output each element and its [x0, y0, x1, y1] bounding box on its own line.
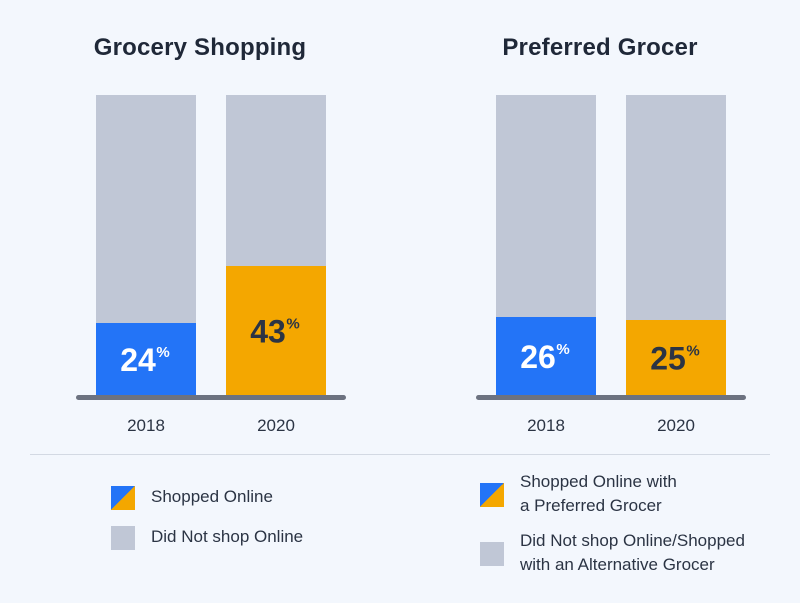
data-label-suffix-2020: % — [286, 316, 299, 333]
legend-swatch-preferred-grocer — [480, 483, 504, 507]
chart-title-preferred-grocer: Preferred Grocer — [502, 34, 698, 61]
legend-label-alternative-grocer-line2: with an Alternative Grocer — [520, 555, 715, 574]
bar-shopped-online-with-a-preferred-grocer-2018 — [496, 317, 596, 395]
preferred-grocer-chart: 26 % 2018 25 % 2020 — [476, 95, 746, 435]
legend-swatch-shopped-online — [111, 486, 135, 510]
x-tick-label-2020: 2020 — [657, 416, 695, 435]
chart-title-grocery-shopping: Grocery Shopping — [93, 34, 307, 61]
x-tick-label-2018: 2018 — [527, 416, 565, 435]
divider — [30, 454, 770, 455]
data-label-shopped-online-with-a-preferred-grocer-2018: 26 — [520, 339, 556, 375]
legend-label-preferred-grocer-line2: a Preferred Grocer — [520, 496, 662, 515]
data-label-shopped-online-2018: 24 — [120, 342, 156, 378]
legend-label-shopped-online: Shopped Online — [151, 487, 273, 506]
bar-shopped-online-2020 — [226, 266, 326, 395]
data-label-suffix-2018: % — [556, 341, 569, 358]
baseline — [76, 395, 346, 400]
baseline — [476, 395, 746, 400]
preferred-grocer-panel: Preferred Grocer 26% 2018 25% 2020 — [400, 0, 800, 450]
data-label-suffix-2020: % — [686, 343, 699, 360]
legend-label-preferred-grocer-line1: Shopped Online with — [520, 472, 677, 491]
x-tick-label-2020: 2020 — [257, 416, 295, 435]
bar-shopped-online-2018 — [96, 323, 196, 395]
grocery-shopping-panel: Grocery Shopping 24% 2018 43% 2020 — [0, 0, 400, 450]
x-tick-label-2018: 2018 — [127, 416, 165, 435]
legend-label-did-not-shop-online: Did Not shop Online — [151, 527, 304, 546]
legend-swatch-alternative-grocer — [480, 542, 504, 566]
data-label-suffix-2018: % — [156, 344, 169, 361]
bar-shopped-online-with-a-preferred-grocer-2020 — [626, 320, 726, 395]
legend-label-alternative-grocer-line1: Did Not shop Online/Shopped — [520, 531, 745, 550]
data-label-shopped-online-with-a-preferred-grocer-2020: 25 — [650, 341, 686, 377]
grocery-shopping-chart: 24 % 2018 43 % 2020 — [76, 95, 346, 435]
legend-swatch-did-not-shop-online — [111, 526, 135, 550]
data-label-shopped-online-2020: 43 — [250, 314, 286, 350]
